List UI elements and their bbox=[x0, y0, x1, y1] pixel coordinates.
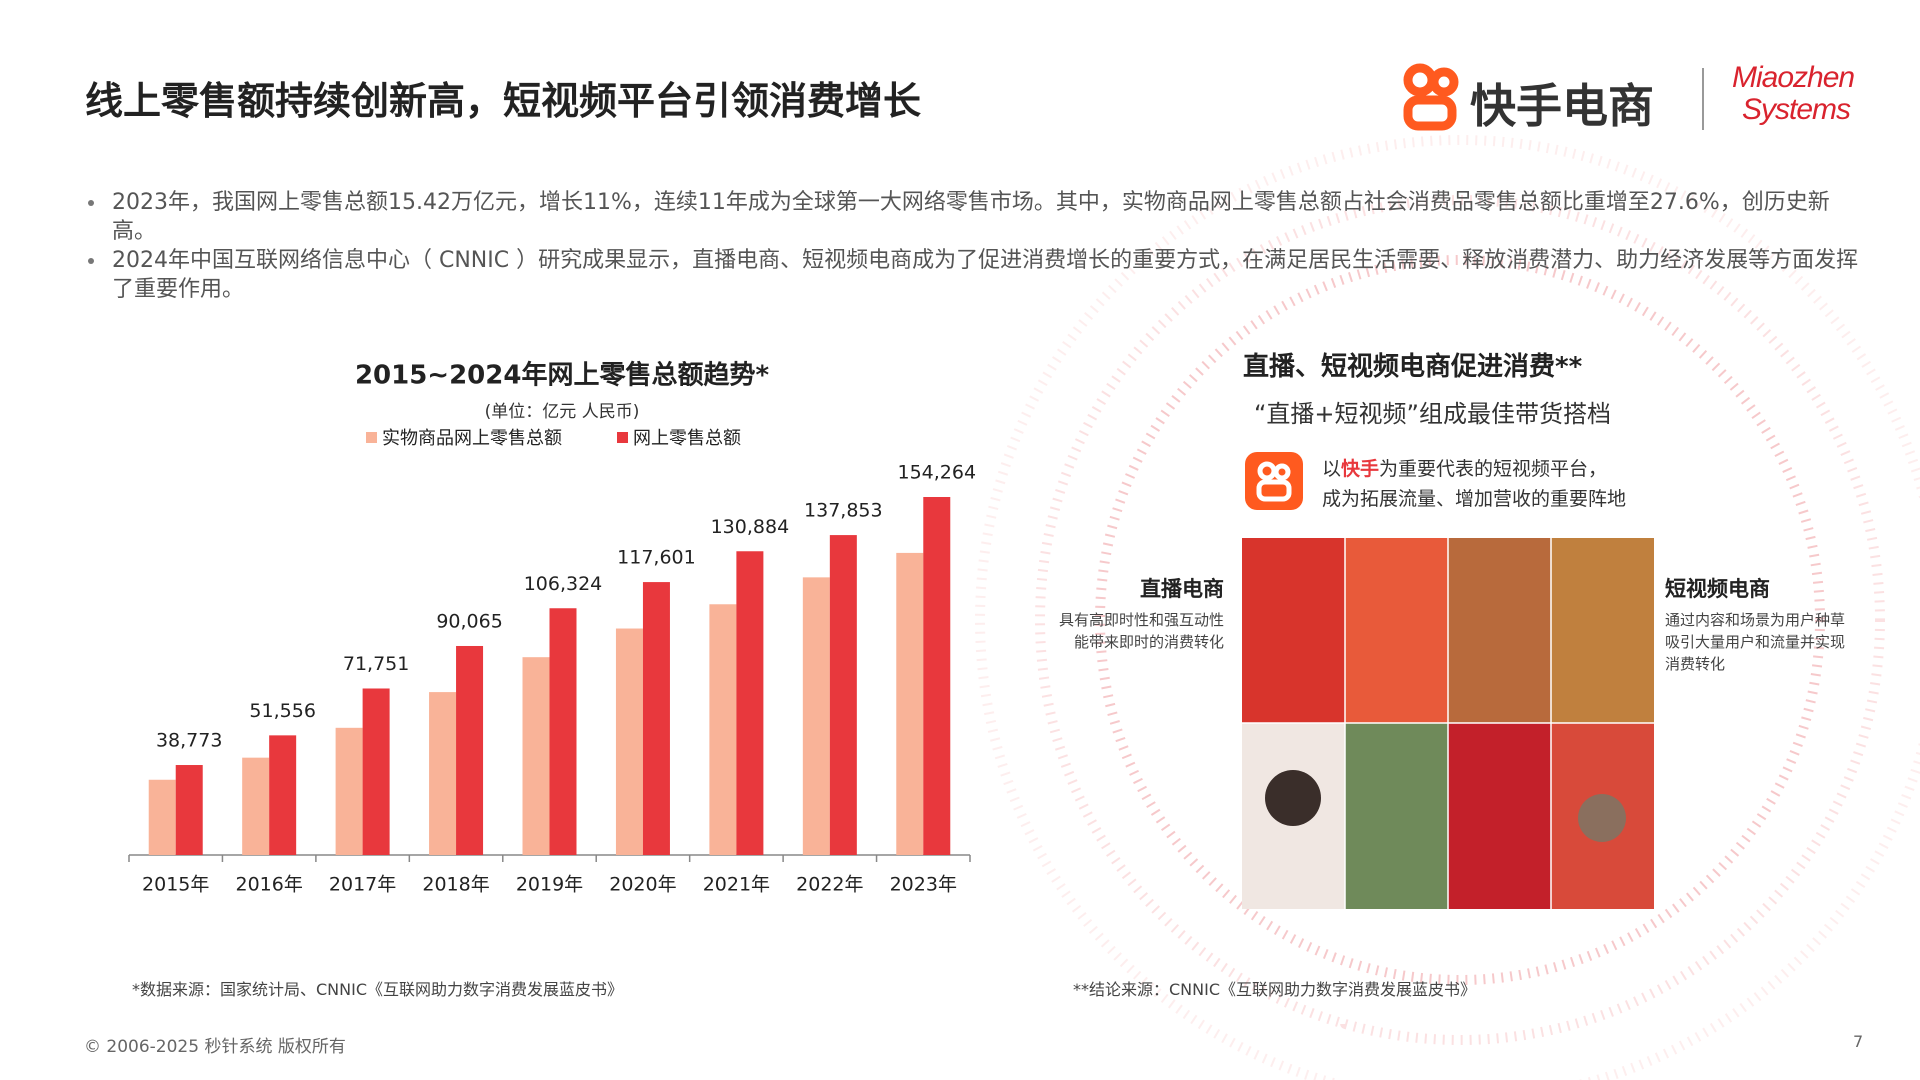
desc: 通过内容和场景为用户种草 bbox=[1665, 611, 1846, 629]
bar bbox=[362, 688, 390, 855]
kuaishou-app-icon bbox=[1245, 452, 1303, 510]
value-label: 137,853 bbox=[804, 500, 883, 522]
bar bbox=[802, 577, 830, 855]
x-tick-label: 2021年 bbox=[703, 874, 770, 896]
chart-title: 2015~2024年网上零售总额趋势* bbox=[355, 360, 770, 391]
value-label: 71,751 bbox=[343, 653, 409, 675]
x-tick-label: 2015年 bbox=[142, 874, 209, 896]
x-tick-label: 2017年 bbox=[329, 874, 396, 896]
bar bbox=[269, 735, 297, 855]
page-number: 7 bbox=[1853, 1032, 1864, 1051]
bullet-text: 2024年中国互联网络信息中心（ CNNIC ）研究成果显示，直播电商、短视频电… bbox=[112, 248, 1859, 302]
bar bbox=[522, 657, 550, 855]
panel-intro: 以快手为重要代表的短视频平台， 成为拓展流量、增加营收的重要阵地 bbox=[1322, 454, 1626, 514]
value-label: 38,773 bbox=[156, 730, 222, 752]
legend-swatch bbox=[617, 432, 628, 443]
bar bbox=[736, 551, 764, 855]
value-label: 106,324 bbox=[524, 573, 603, 595]
value-label: 117,601 bbox=[617, 547, 696, 569]
bar bbox=[148, 779, 176, 855]
footnote: *数据来源：国家统计局、CNNIC《互联网助力数字消费发展蓝皮书》 bbox=[132, 980, 624, 999]
intro-text: 为重要代表的短视频平台， bbox=[1379, 458, 1608, 480]
chart: 2015~2024年网上零售总额趋势* (单位：亿元 人民币) 实物商品网上零售… bbox=[128, 360, 976, 896]
panel-title: 直播、短视频电商促进消费** bbox=[1243, 352, 1583, 382]
desc: 吸引大量用户和流量并实现 bbox=[1665, 633, 1846, 651]
bar bbox=[429, 692, 457, 855]
live-commerce: 直播电商 具有高即时性和强互动性 能带来即时的消费转化 bbox=[1059, 573, 1224, 653]
bar bbox=[175, 765, 203, 855]
desc: 能带来即时的消费转化 bbox=[1073, 633, 1224, 651]
bullet: 2024年中国互联网络信息中心（ CNNIC ）研究成果显示，直播电商、短视频电… bbox=[88, 246, 1872, 304]
bar bbox=[829, 535, 857, 855]
bar bbox=[615, 628, 643, 855]
bar bbox=[242, 757, 270, 855]
value-label: 90,065 bbox=[436, 610, 502, 632]
bullet-text: 2023年，我国网上零售总额15.42万亿元，增长11%，连续11年成为全球第一… bbox=[112, 190, 1830, 244]
x-tick-label: 2020年 bbox=[609, 874, 676, 896]
bar bbox=[923, 497, 951, 855]
x-tick-label: 2016年 bbox=[235, 874, 302, 896]
bar bbox=[335, 727, 363, 855]
value-label: 51,556 bbox=[249, 700, 315, 722]
intro-line: 以快手为重要代表的短视频平台， bbox=[1322, 454, 1626, 484]
legend-label: 实物商品网上零售总额 bbox=[382, 428, 562, 449]
bullet-dot bbox=[88, 258, 94, 264]
value-label: 154,264 bbox=[897, 462, 976, 484]
x-tick-label: 2018年 bbox=[422, 874, 489, 896]
slide-title: 线上零售额持续创新高，短视频平台引领消费增长 bbox=[85, 79, 922, 123]
x-tick-label: 2022年 bbox=[796, 874, 863, 896]
brand-name: 快手电商 bbox=[1470, 79, 1654, 133]
product-image-grid bbox=[1242, 538, 1654, 909]
separator bbox=[1702, 68, 1704, 130]
bar bbox=[709, 604, 737, 855]
intro-text: 以 bbox=[1322, 458, 1342, 480]
x-tick-label: 2023年 bbox=[890, 874, 957, 896]
partner-line: Systems bbox=[1742, 93, 1851, 126]
label: 直播电商 bbox=[1140, 577, 1224, 601]
intro-line: 成为拓展流量、增加营收的重要阵地 bbox=[1322, 488, 1627, 510]
bullet-dot bbox=[88, 200, 94, 206]
bullet: 2023年，我国网上零售总额15.42万亿元，增长11%，连续11年成为全球第一… bbox=[88, 188, 1872, 246]
x-tick-label: 2019年 bbox=[516, 874, 583, 896]
desc: 具有高即时性和强互动性 bbox=[1058, 611, 1224, 629]
chart-subtitle: (单位：亿元 人民币) bbox=[485, 402, 640, 422]
bar bbox=[642, 582, 670, 855]
legend-swatch bbox=[366, 432, 377, 443]
copyright: © 2006-2025 秒针系统 版权所有 bbox=[84, 1037, 346, 1057]
desc: 消费转化 bbox=[1665, 655, 1726, 673]
partner-logo: Miaozhen Systems bbox=[1732, 61, 1855, 126]
legend-label: 网上零售总额 bbox=[633, 428, 741, 449]
bar bbox=[896, 552, 924, 855]
short-video-commerce: 短视频电商 通过内容和场景为用户种草 吸引大量用户和流量并实现 消费转化 bbox=[1665, 573, 1845, 675]
kuaishou-logo-icon bbox=[1403, 63, 1459, 131]
label: 短视频电商 bbox=[1665, 577, 1770, 601]
value-label: 130,884 bbox=[711, 516, 790, 538]
panel-subtitle: “直播+短视频”组成最佳带货搭档 bbox=[1254, 400, 1611, 428]
footnote: **结论来源：CNNIC《互联网助力数字消费发展蓝皮书》 bbox=[1073, 980, 1477, 999]
bar bbox=[456, 645, 484, 855]
partner-line: Miaozhen bbox=[1732, 61, 1855, 94]
bar bbox=[549, 608, 577, 855]
intro-highlight: 快手 bbox=[1341, 458, 1380, 480]
